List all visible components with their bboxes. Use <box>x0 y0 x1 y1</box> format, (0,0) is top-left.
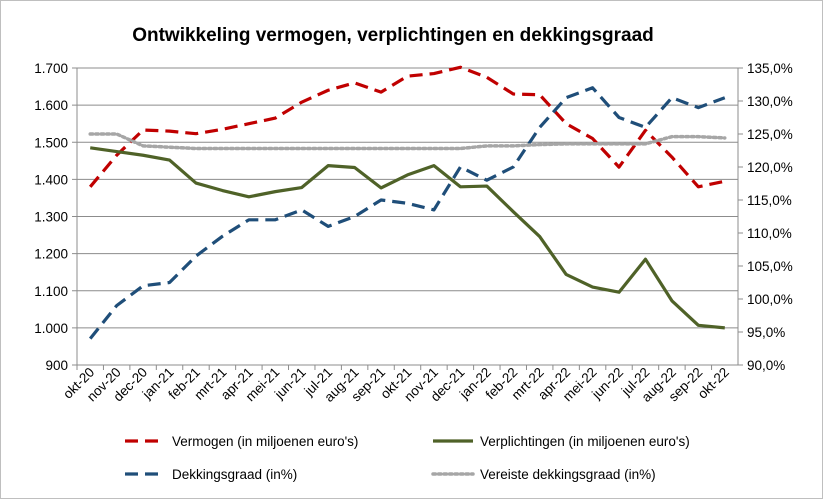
series-line-vereiste-dekkingsgraad-in <box>88 132 727 151</box>
gridlines <box>77 67 738 366</box>
y-right-tick-label: 125,0% <box>747 127 793 142</box>
legend-label: Vermogen (in miljoenen euro's) <box>172 434 358 449</box>
axes: 900 1.000 1.100 1.200 1.300 1.400 1.500 1.600 1.… <box>34 61 793 405</box>
y-right-tick-label: 115,0% <box>747 193 792 208</box>
y-left-tick-label: 1.400 <box>34 172 68 187</box>
series-line-dekkingsgraad-in <box>88 86 726 340</box>
series-line-verplichtingen-in-miljoenen-euro-s <box>89 146 725 330</box>
y-left-tick-label: 1.000 <box>34 321 68 336</box>
legend-label: Dekkingsgraad (in%) <box>172 467 297 482</box>
y-left-tick-label: 1.600 <box>34 98 68 113</box>
y-right-tick-label: 90,0% <box>747 358 785 373</box>
y-right-tick-label: 130,0% <box>747 94 793 109</box>
y-right-tick-label: 95,0% <box>747 325 785 340</box>
y-left-tick-label: 900 <box>45 358 68 373</box>
legend-label: Verplichtingen (in miljoenen euro's) <box>480 434 690 449</box>
y-right-tick-label: 110,0% <box>747 226 792 241</box>
y-left-tick-label: 1.200 <box>34 247 68 262</box>
legend-label: Vereiste dekkingsgraad (in%) <box>480 467 656 482</box>
series-lines <box>88 65 727 340</box>
chart-title: Ontwikkeling vermogen, verplichtingen en… <box>132 25 654 46</box>
y-left-tick-label: 1.700 <box>34 61 68 76</box>
y-right-tick-label: 100,0% <box>747 292 793 307</box>
legend: Vermogen (in miljoenen euro's) Verplichti… <box>125 434 690 482</box>
y-right-tick-label: 135,0% <box>747 61 793 76</box>
series-line-vermogen-in-miljoenen-euro-s <box>88 65 726 189</box>
y-left-tick-label: 1.300 <box>34 210 68 225</box>
y-right-tick-label: 105,0% <box>747 259 793 274</box>
y-left-tick-label: 1.100 <box>34 284 68 299</box>
y-left-tick-label: 1.500 <box>34 135 68 150</box>
y-right-tick-label: 120,0% <box>747 160 793 175</box>
